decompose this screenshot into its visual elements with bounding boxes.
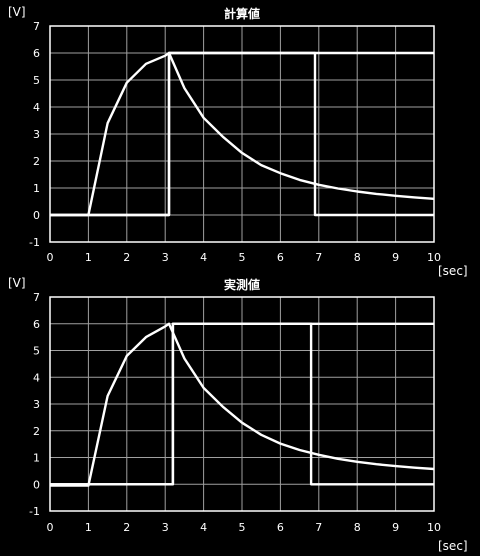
chart-title: 実測値 <box>224 277 260 292</box>
grid <box>49 25 435 243</box>
x-axis-label: [sec] <box>438 539 468 553</box>
x-tick-label: 9 <box>392 521 399 534</box>
x-tick-label: 5 <box>239 251 246 264</box>
y-axis-label: [V] <box>8 5 26 19</box>
x-tick-label: 0 <box>47 521 54 534</box>
plot-frame <box>49 25 435 243</box>
y-tick-label: 4 <box>33 101 40 114</box>
y-tick-label: 3 <box>33 398 40 411</box>
x-tick-label: 3 <box>162 521 169 534</box>
y-tick-label: 0 <box>33 478 40 491</box>
y-tick-label: 1 <box>33 452 40 465</box>
y-tick-label: 7 <box>33 20 40 33</box>
x-tick-label: 8 <box>354 521 361 534</box>
y-tick-label: 4 <box>33 371 40 384</box>
series-line-3 <box>50 51 434 217</box>
x-tick-label: 0 <box>47 251 54 264</box>
grid <box>49 296 435 512</box>
x-tick-label: 2 <box>123 251 130 264</box>
x-tick-label: 1 <box>85 521 92 534</box>
x-tick-label: 5 <box>239 521 246 534</box>
calculated-chart: -1 0 1 2 3 4 5 6 7 0 1 2 3 4 5 6 7 8 9 10 [V] [sec] 計算値 <box>8 5 468 278</box>
x-tick-label: 8 <box>354 251 361 264</box>
series-line-3 <box>50 322 434 486</box>
y-axis-label: [V] <box>8 276 26 290</box>
x-axis-label: [sec] <box>438 264 468 278</box>
y-tick-label: 1 <box>33 182 40 195</box>
y-tick-label: 7 <box>33 291 40 304</box>
x-tick-label: 4 <box>200 251 207 264</box>
x-tick-label: 10 <box>427 251 441 264</box>
y-tick-label: 2 <box>33 425 40 438</box>
x-tick-label: 6 <box>277 521 284 534</box>
y-tick-label: 6 <box>33 318 40 331</box>
chart-title: 計算値 <box>224 6 260 21</box>
y-tick-label: -1 <box>29 505 40 518</box>
y-tick-label: 3 <box>33 128 40 141</box>
series-line-1 <box>50 322 435 487</box>
x-tick-label: 3 <box>162 251 169 264</box>
x-tick-label: 7 <box>315 521 322 534</box>
plot-frame <box>49 296 435 512</box>
y-tick-label: 0 <box>33 209 40 222</box>
measured-chart: -1 0 1 2 3 4 5 6 7 0 1 2 3 4 5 6 7 8 9 10 [V] [sec] 実測値 <box>8 276 468 553</box>
y-tick-label: 2 <box>33 155 40 168</box>
x-tick-label: 7 <box>315 251 322 264</box>
y-tick-label: -1 <box>29 236 40 249</box>
series-line-1 <box>50 51 435 217</box>
x-tick-label: 2 <box>123 521 130 534</box>
y-tick-label: 6 <box>33 47 40 60</box>
x-tick-label: 10 <box>427 521 441 534</box>
x-tick-label: 1 <box>85 251 92 264</box>
x-tick-label: 4 <box>200 521 207 534</box>
y-tick-label: 5 <box>33 345 40 358</box>
x-tick-label: 6 <box>277 251 284 264</box>
x-tick-label: 9 <box>392 251 399 264</box>
y-tick-label: 5 <box>33 74 40 87</box>
